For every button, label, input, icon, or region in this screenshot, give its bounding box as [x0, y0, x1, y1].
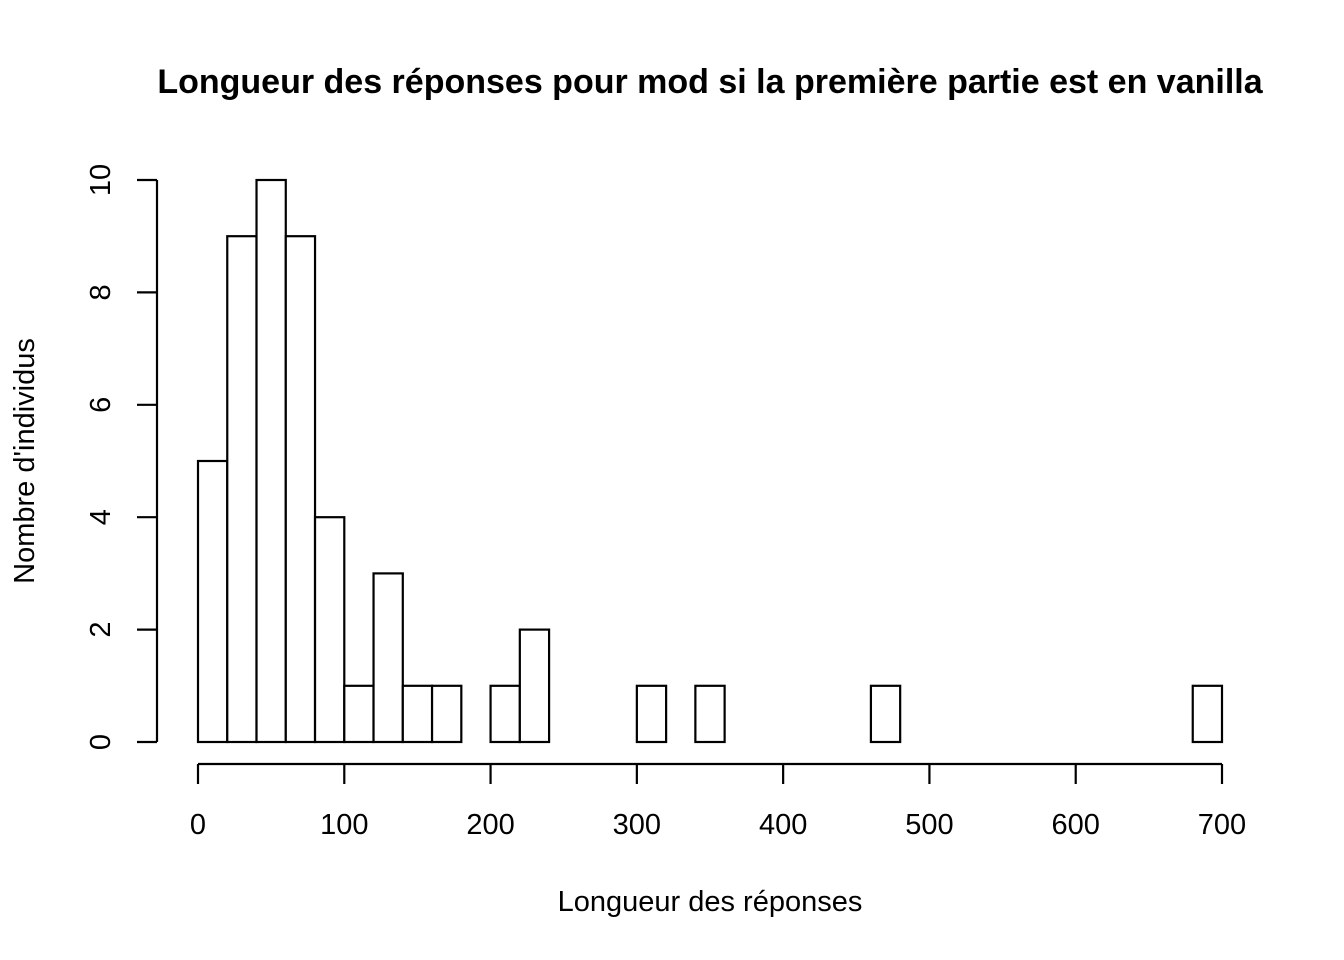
- x-tick-label: 300: [613, 809, 661, 841]
- histogram-bar: [637, 686, 666, 742]
- x-axis: 0 100 200 300 400 500 600 700: [190, 764, 1246, 841]
- histogram-bar: [257, 180, 286, 742]
- y-tick-label: 6: [85, 397, 117, 413]
- histogram-bar: [374, 573, 403, 742]
- chart-title: Longueur des réponses pour mod si la pre…: [157, 63, 1263, 101]
- histogram-bar: [432, 686, 461, 742]
- x-tick-label: 700: [1198, 809, 1246, 841]
- y-axis: 0 2 4 6 8 10: [85, 164, 157, 750]
- y-tick-label: 10: [85, 164, 117, 196]
- histogram-bars: [198, 180, 1222, 742]
- histogram-bar: [315, 517, 344, 742]
- x-axis-label: Longueur des réponses: [558, 886, 863, 918]
- histogram-bar: [695, 686, 724, 742]
- histogram-bar: [871, 686, 900, 742]
- histogram-bar: [227, 236, 256, 742]
- x-tick-label: 200: [466, 809, 514, 841]
- histogram-bar: [198, 461, 227, 742]
- histogram-bar: [344, 686, 373, 742]
- x-tick-label: 400: [759, 809, 807, 841]
- x-tick-label: 0: [190, 809, 206, 841]
- y-tick-label: 0: [85, 734, 117, 750]
- y-tick-label: 2: [85, 622, 117, 638]
- x-tick-label: 500: [905, 809, 953, 841]
- histogram-bar: [1193, 686, 1222, 742]
- x-tick-label: 600: [1052, 809, 1100, 841]
- histogram-bar: [286, 236, 315, 742]
- histogram-bar: [403, 686, 432, 742]
- y-tick-label: 8: [85, 284, 117, 300]
- x-tick-label: 100: [320, 809, 368, 841]
- y-tick-label: 4: [85, 509, 117, 525]
- y-axis-label: Nombre d'individus: [9, 338, 41, 584]
- histogram-bar: [520, 630, 549, 742]
- histogram-bar: [491, 686, 520, 742]
